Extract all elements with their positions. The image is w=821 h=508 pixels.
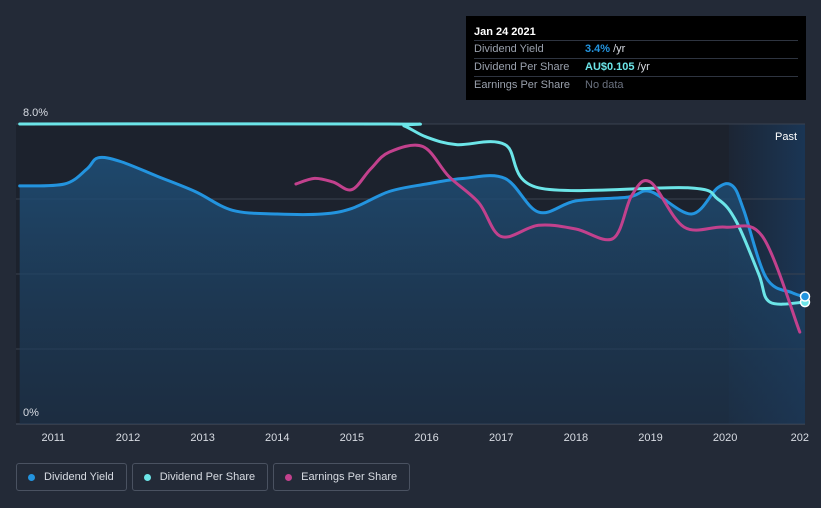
legend: Dividend Yield Dividend Per Share Earnin…	[16, 463, 411, 491]
x-tick-label: 2020	[713, 432, 737, 444]
legend-dot-icon	[28, 473, 35, 481]
x-tick-label: 2016	[414, 432, 438, 444]
series-lines	[18, 122, 807, 334]
tooltip-row-unit: /yr	[613, 43, 626, 55]
dividend-yield-area	[19, 157, 805, 424]
legend-label: Dividend Per Share	[159, 471, 256, 483]
y-tick-label: 0%	[23, 407, 39, 419]
tooltip-row-dividend-yield: Dividend Yield 3.4% /yr	[474, 40, 798, 58]
y-axis-labels: 8.0% 0%	[23, 107, 48, 419]
tooltip-row-name: Dividend Yield	[474, 43, 544, 55]
legend-label: Earnings Per Share	[301, 471, 398, 483]
tooltip: Jan 24 2021 Dividend Yield 3.4% /yr Divi…	[466, 16, 806, 100]
series-line-dividend-per-share	[18, 122, 807, 306]
tooltip-row-value: AU$0.105	[585, 61, 635, 73]
series-line-earnings-per-share	[294, 143, 802, 334]
series-area	[19, 157, 805, 424]
tooltip-row-value: 3.4%	[585, 43, 611, 55]
endpoint-markers	[799, 291, 811, 308]
legend-label: Dividend Yield	[44, 471, 114, 483]
tooltip-row-dividend-per-share: Dividend Per Share AU$0.105 /yr	[474, 58, 798, 76]
series-line-dividend-yield	[18, 155, 807, 298]
tooltip-row-unit: /yr	[637, 61, 650, 73]
x-tick-label: 2012	[116, 432, 140, 444]
x-tick-label: 2018	[564, 432, 588, 444]
x-tick-label: 2017	[489, 432, 513, 444]
x-tick-label: 2019	[638, 432, 662, 444]
tooltip-row-name: Dividend Per Share	[474, 61, 570, 73]
dividend-yield-marker	[799, 291, 811, 302]
tooltip-row-earnings-per-share: Earnings Per Share No data	[474, 76, 798, 94]
legend-dot-icon	[285, 473, 293, 481]
legend-dot-icon	[143, 473, 151, 481]
x-tick-label: 2014	[265, 432, 289, 444]
legend-item-dividend-yield[interactable]: Dividend Yield	[16, 463, 127, 491]
x-tick-label: 2011	[41, 432, 65, 444]
tooltip-date: Jan 24 2021	[474, 26, 536, 38]
x-axis-labels: 2011 2012 2013 2014 2015 2016 2017 2018 2019 2020…	[41, 432, 808, 444]
past-label: Past	[775, 131, 797, 143]
x-tick-label: 2013	[190, 432, 214, 444]
legend-item-dividend-per-share[interactable]: Dividend Per Share	[131, 463, 269, 491]
x-tick-label: 2015	[340, 432, 364, 444]
y-tick-label: 8.0%	[23, 107, 48, 119]
legend-item-earnings-per-share[interactable]: Earnings Per Share	[273, 463, 411, 491]
x-tick-label: 202	[791, 432, 809, 444]
tooltip-row-name: Earnings Per Share	[474, 79, 570, 91]
tooltip-row-value: No data	[585, 79, 624, 91]
